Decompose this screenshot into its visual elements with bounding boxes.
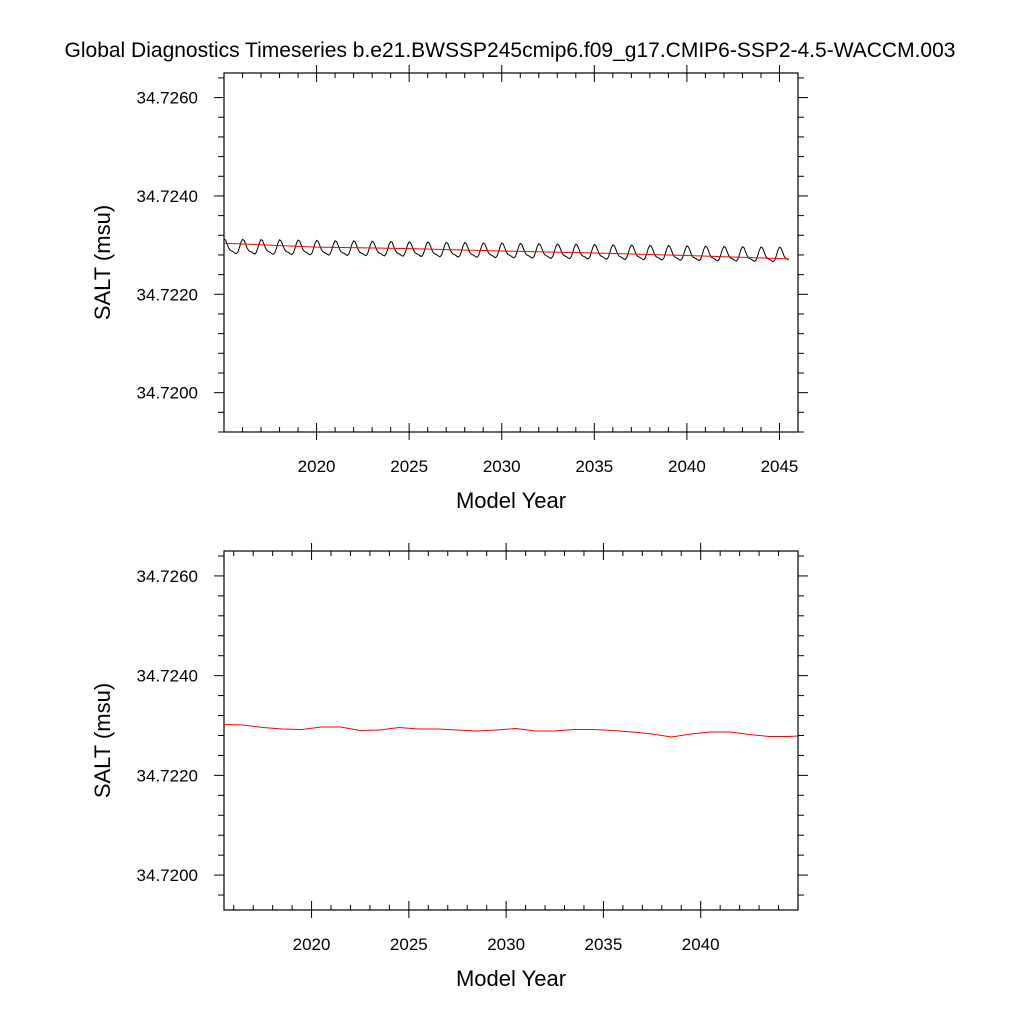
x-axis-title: Model Year bbox=[456, 966, 566, 991]
x-tick-label: 2030 bbox=[487, 935, 525, 954]
top-panel: 2020 2025 2030 2035 2040 2045 34.7200 34.7220 34… bbox=[90, 65, 808, 513]
y-tick-label: 34.7200 bbox=[137, 866, 198, 885]
x-tick-label: 2040 bbox=[682, 935, 720, 954]
plot-frame bbox=[223, 550, 799, 911]
x-tick-label: 2030 bbox=[483, 457, 521, 476]
x-axis-title: Model Year bbox=[456, 488, 566, 513]
plot-frame bbox=[223, 72, 799, 433]
annual-series-line bbox=[223, 242, 789, 260]
monthly-series-line bbox=[223, 238, 789, 263]
x-tick-label: 2035 bbox=[575, 457, 613, 476]
x-tick-label: 2025 bbox=[390, 457, 428, 476]
y-tick-label: 34.7220 bbox=[137, 766, 198, 785]
figure-title: Global Diagnostics Timeseries b.e21.BWSS… bbox=[65, 39, 956, 62]
x-tick-label: 2035 bbox=[585, 935, 623, 954]
y-axis-title: SALT (msu) bbox=[90, 205, 115, 320]
x-tick-label: 2020 bbox=[293, 935, 331, 954]
x-tick-label: 2020 bbox=[298, 457, 336, 476]
y-tick-label: 34.7240 bbox=[137, 667, 198, 686]
annual-series-line bbox=[223, 724, 799, 738]
y-tick-label: 34.7260 bbox=[137, 567, 198, 586]
x-tick-label: 2045 bbox=[761, 457, 799, 476]
x-tick-label: 2025 bbox=[390, 935, 428, 954]
y-tick-label: 34.7220 bbox=[137, 285, 198, 304]
y-tick-label: 34.7260 bbox=[137, 89, 198, 108]
y-tick-label: 34.7200 bbox=[137, 384, 198, 403]
y-tick-label: 34.7240 bbox=[137, 187, 198, 206]
x-tick-label: 2040 bbox=[668, 457, 706, 476]
bottom-panel: 2020 2025 2030 2035 2040 34.7200 34.7220 34.724… bbox=[90, 543, 808, 991]
y-axis-title: SALT (msu) bbox=[90, 683, 115, 798]
